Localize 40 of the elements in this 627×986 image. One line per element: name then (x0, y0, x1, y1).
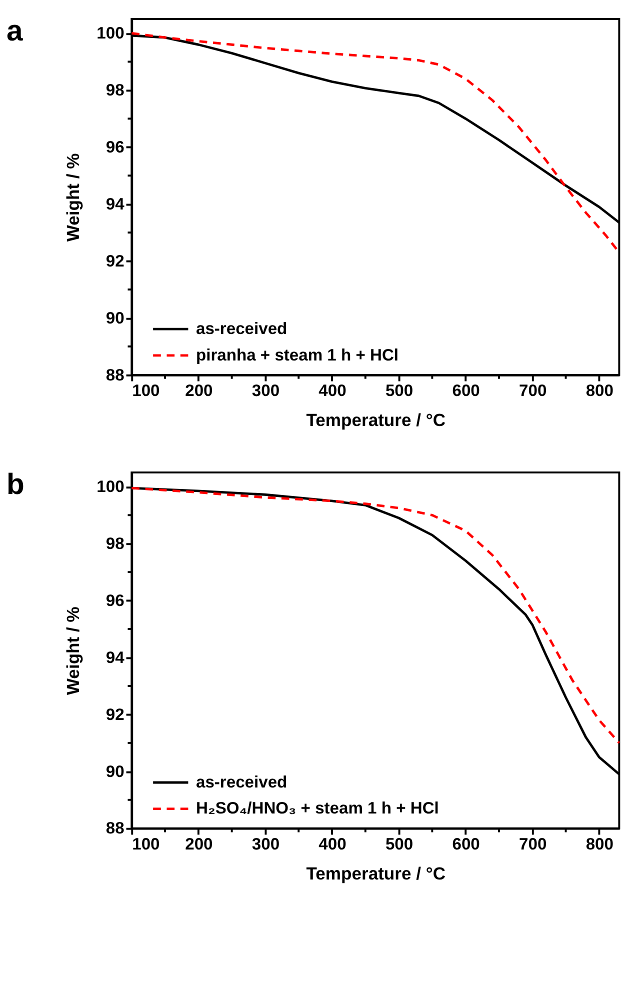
y-tick-label: 96 (106, 137, 124, 156)
x-tick-label: 200 (185, 834, 213, 854)
y-tick-label: 90 (106, 308, 124, 328)
legend-label: H₂SO₄/HNO₃ + steam 1 h + HCl (196, 798, 439, 818)
y-tick-label: 88 (106, 365, 124, 384)
x-tick-label: 800 (586, 380, 614, 400)
chart-title: b (6, 468, 24, 501)
y-tick-label: 94 (106, 648, 126, 667)
x-axis-title: Temperature / °C (306, 864, 446, 884)
x-tick-label: 600 (452, 834, 480, 854)
y-tick-label: 92 (106, 251, 124, 270)
y-axis-title: Weight / % (63, 606, 84, 696)
y-tick-label: 96 (106, 590, 124, 610)
y-axis-title: Weight / % (63, 152, 84, 242)
x-tick-label: 100 (132, 380, 160, 400)
x-tick-label: 100 (132, 834, 160, 854)
chart-title: a (6, 15, 24, 48)
y-tick-label: 90 (106, 762, 124, 781)
x-tick-label: 400 (318, 834, 346, 854)
y-tick-label: 88 (106, 818, 124, 838)
x-tick-label: 200 (185, 380, 213, 400)
legend-label: piranha + steam 1 h + HCl (196, 345, 399, 364)
x-axis-title: Temperature / °C (306, 410, 446, 430)
x-tick-label: 600 (452, 380, 480, 400)
x-tick-label: 500 (385, 834, 414, 854)
x-tick-label: 300 (252, 380, 280, 400)
y-tick-label: 98 (106, 534, 124, 553)
y-tick-label: 92 (106, 704, 124, 724)
legend-label: as-received (196, 318, 288, 338)
x-tick-label: 700 (519, 834, 547, 854)
y-tick-label: 100 (96, 477, 124, 496)
x-tick-label: 500 (385, 380, 414, 400)
y-tick-label: 100 (96, 24, 124, 43)
x-tick-label: 800 (586, 834, 614, 854)
y-tick-label: 94 (106, 194, 126, 214)
x-tick-label: 400 (318, 380, 346, 400)
x-tick-label: 700 (519, 380, 547, 400)
y-tick-label: 98 (106, 80, 124, 100)
x-tick-label: 300 (252, 834, 280, 854)
legend-label: as-received (196, 772, 288, 792)
